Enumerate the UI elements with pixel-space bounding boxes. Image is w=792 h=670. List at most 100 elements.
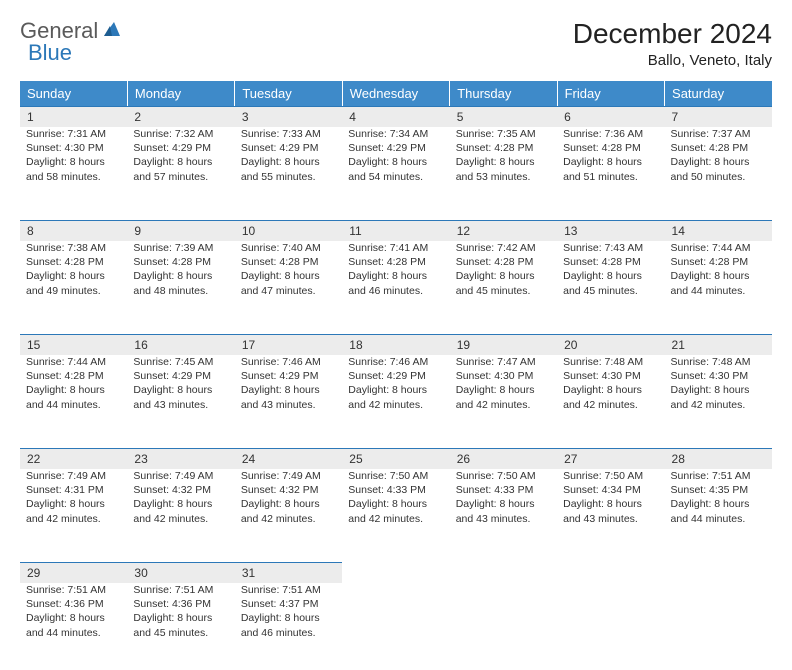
day-number: 20	[557, 334, 664, 355]
day-number: 21	[665, 334, 772, 355]
sunrise-line: Sunrise: 7:37 AM	[671, 127, 766, 141]
sunrise-line: Sunrise: 7:49 AM	[133, 469, 228, 483]
day-number: 9	[127, 220, 234, 241]
daynum-row: 22232425262728	[20, 448, 772, 469]
day-number: 18	[342, 334, 449, 355]
week-row: Sunrise: 7:44 AMSunset: 4:28 PMDaylight:…	[20, 355, 772, 442]
sunrise-line: Sunrise: 7:50 AM	[563, 469, 658, 483]
day-cell: Sunrise: 7:33 AMSunset: 4:29 PMDaylight:…	[235, 127, 342, 188]
weekday-header: Tuesday	[235, 81, 342, 106]
daylight-line: Daylight: 8 hours and 42 minutes.	[26, 497, 121, 525]
sunrise-line: Sunrise: 7:34 AM	[348, 127, 443, 141]
sunrise-line: Sunrise: 7:51 AM	[26, 583, 121, 597]
day-number: 10	[235, 220, 342, 241]
logo-text-blue: Blue	[28, 40, 72, 66]
daylight-line: Daylight: 8 hours and 54 minutes.	[348, 155, 443, 183]
sunset-line: Sunset: 4:36 PM	[133, 597, 228, 611]
calendar-body: 1234567Sunrise: 7:31 AMSunset: 4:30 PMDa…	[20, 106, 772, 670]
daylight-line: Daylight: 8 hours and 57 minutes.	[133, 155, 228, 183]
sunset-line: Sunset: 4:28 PM	[671, 255, 766, 269]
day-number: 14	[665, 220, 772, 241]
day-cell: Sunrise: 7:45 AMSunset: 4:29 PMDaylight:…	[127, 355, 234, 416]
weekday-header: Wednesday	[342, 81, 449, 106]
daylight-line: Daylight: 8 hours and 48 minutes.	[133, 269, 228, 297]
day-number: 23	[127, 448, 234, 469]
sunset-line: Sunset: 4:36 PM	[26, 597, 121, 611]
day-number: 5	[450, 106, 557, 127]
daylight-line: Daylight: 8 hours and 42 minutes.	[348, 383, 443, 411]
day-cell: Sunrise: 7:51 AMSunset: 4:36 PMDaylight:…	[127, 583, 234, 644]
sunset-line: Sunset: 4:28 PM	[671, 141, 766, 155]
sunset-line: Sunset: 4:34 PM	[563, 483, 658, 497]
sunrise-line: Sunrise: 7:50 AM	[348, 469, 443, 483]
day-cell: Sunrise: 7:36 AMSunset: 4:28 PMDaylight:…	[557, 127, 664, 188]
day-number: 25	[342, 448, 449, 469]
daylight-line: Daylight: 8 hours and 47 minutes.	[241, 269, 336, 297]
location: Ballo, Veneto, Italy	[573, 52, 772, 69]
sunrise-line: Sunrise: 7:35 AM	[456, 127, 551, 141]
month-title: December 2024	[573, 18, 772, 50]
daylight-line: Daylight: 8 hours and 42 minutes.	[456, 383, 551, 411]
sunset-line: Sunset: 4:30 PM	[563, 369, 658, 383]
daynum-row: 1234567	[20, 106, 772, 127]
sunset-line: Sunset: 4:30 PM	[26, 141, 121, 155]
day-cell: Sunrise: 7:49 AMSunset: 4:32 PMDaylight:…	[235, 469, 342, 530]
sunset-line: Sunset: 4:28 PM	[26, 369, 121, 383]
day-cell: Sunrise: 7:40 AMSunset: 4:28 PMDaylight:…	[235, 241, 342, 302]
weekday-header: Thursday	[450, 81, 557, 106]
sunset-line: Sunset: 4:28 PM	[241, 255, 336, 269]
day-cell: Sunrise: 7:46 AMSunset: 4:29 PMDaylight:…	[342, 355, 449, 416]
day-cell: Sunrise: 7:39 AMSunset: 4:28 PMDaylight:…	[127, 241, 234, 302]
day-number: 19	[450, 334, 557, 355]
sunrise-line: Sunrise: 7:32 AM	[133, 127, 228, 141]
day-cell: Sunrise: 7:50 AMSunset: 4:33 PMDaylight:…	[450, 469, 557, 530]
daylight-line: Daylight: 8 hours and 42 minutes.	[133, 497, 228, 525]
day-number: 22	[20, 448, 127, 469]
header: General December 2024 Ballo, Veneto, Ita…	[20, 18, 772, 69]
day-number: 15	[20, 334, 127, 355]
daylight-line: Daylight: 8 hours and 43 minutes.	[456, 497, 551, 525]
daylight-line: Daylight: 8 hours and 42 minutes.	[241, 497, 336, 525]
sunrise-line: Sunrise: 7:38 AM	[26, 241, 121, 255]
sunset-line: Sunset: 4:30 PM	[456, 369, 551, 383]
day-number: 8	[20, 220, 127, 241]
sunrise-line: Sunrise: 7:44 AM	[26, 355, 121, 369]
sunrise-line: Sunrise: 7:31 AM	[26, 127, 121, 141]
calendar-table: Sunday Monday Tuesday Wednesday Thursday…	[20, 81, 772, 670]
sunset-line: Sunset: 4:28 PM	[456, 141, 551, 155]
daylight-line: Daylight: 8 hours and 44 minutes.	[26, 383, 121, 411]
daylight-line: Daylight: 8 hours and 49 minutes.	[26, 269, 121, 297]
sunset-line: Sunset: 4:29 PM	[133, 369, 228, 383]
sunrise-line: Sunrise: 7:46 AM	[348, 355, 443, 369]
day-cell: Sunrise: 7:50 AMSunset: 4:33 PMDaylight:…	[342, 469, 449, 530]
sunrise-line: Sunrise: 7:44 AM	[671, 241, 766, 255]
day-number: 17	[235, 334, 342, 355]
day-cell: Sunrise: 7:51 AMSunset: 4:37 PMDaylight:…	[235, 583, 342, 644]
sunset-line: Sunset: 4:28 PM	[26, 255, 121, 269]
daylight-line: Daylight: 8 hours and 53 minutes.	[456, 155, 551, 183]
day-number: 27	[557, 448, 664, 469]
daylight-line: Daylight: 8 hours and 42 minutes.	[671, 383, 766, 411]
day-cell: Sunrise: 7:31 AMSunset: 4:30 PMDaylight:…	[20, 127, 127, 188]
sunset-line: Sunset: 4:28 PM	[456, 255, 551, 269]
daylight-line: Daylight: 8 hours and 43 minutes.	[241, 383, 336, 411]
sunrise-line: Sunrise: 7:49 AM	[26, 469, 121, 483]
daynum-row: 15161718192021	[20, 334, 772, 355]
daylight-line: Daylight: 8 hours and 50 minutes.	[671, 155, 766, 183]
sunrise-line: Sunrise: 7:39 AM	[133, 241, 228, 255]
day-cell: Sunrise: 7:46 AMSunset: 4:29 PMDaylight:…	[235, 355, 342, 416]
day-cell: Sunrise: 7:44 AMSunset: 4:28 PMDaylight:…	[20, 355, 127, 416]
sunset-line: Sunset: 4:28 PM	[563, 141, 658, 155]
sunrise-line: Sunrise: 7:47 AM	[456, 355, 551, 369]
day-number: 16	[127, 334, 234, 355]
sunrise-line: Sunrise: 7:48 AM	[671, 355, 766, 369]
weekday-header: Sunday	[20, 81, 127, 106]
day-cell: Sunrise: 7:42 AMSunset: 4:28 PMDaylight:…	[450, 241, 557, 302]
day-cell: Sunrise: 7:49 AMSunset: 4:32 PMDaylight:…	[127, 469, 234, 530]
day-number: 6	[557, 106, 664, 127]
sunset-line: Sunset: 4:33 PM	[456, 483, 551, 497]
sunset-line: Sunset: 4:29 PM	[241, 141, 336, 155]
weekday-header: Saturday	[665, 81, 772, 106]
sunset-line: Sunset: 4:30 PM	[671, 369, 766, 383]
daylight-line: Daylight: 8 hours and 44 minutes.	[26, 611, 121, 639]
